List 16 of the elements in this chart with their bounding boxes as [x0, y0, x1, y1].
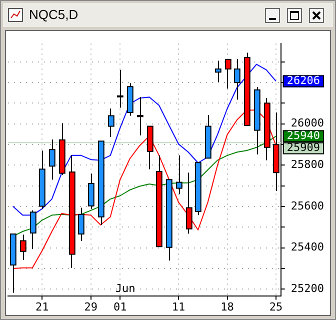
- data-label: 26206: [286, 74, 320, 88]
- annotation: Jun: [115, 282, 136, 296]
- ref-line-label: 25909: [286, 141, 320, 154]
- x-tick-label: 21: [35, 300, 49, 314]
- x-tick-label: 29: [84, 300, 98, 314]
- x-tick-label: 18: [220, 300, 234, 314]
- x-tick-label: 25: [269, 300, 283, 314]
- data-label: 25940: [286, 129, 320, 142]
- y-tick-label: 25200: [290, 282, 324, 296]
- y-tick-label: 25400: [290, 240, 324, 254]
- x-tick-label: 11: [172, 300, 186, 314]
- y-tick-label: 25800: [290, 158, 324, 172]
- y-tick-label: 26000: [290, 116, 324, 130]
- y-tick-label: 25600: [290, 199, 324, 212]
- x-tick-label: 01: [113, 300, 127, 314]
- chart-title: NQC5,D: [29, 7, 78, 22]
